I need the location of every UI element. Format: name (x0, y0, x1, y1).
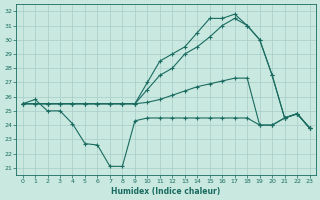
X-axis label: Humidex (Indice chaleur): Humidex (Indice chaleur) (111, 187, 221, 196)
